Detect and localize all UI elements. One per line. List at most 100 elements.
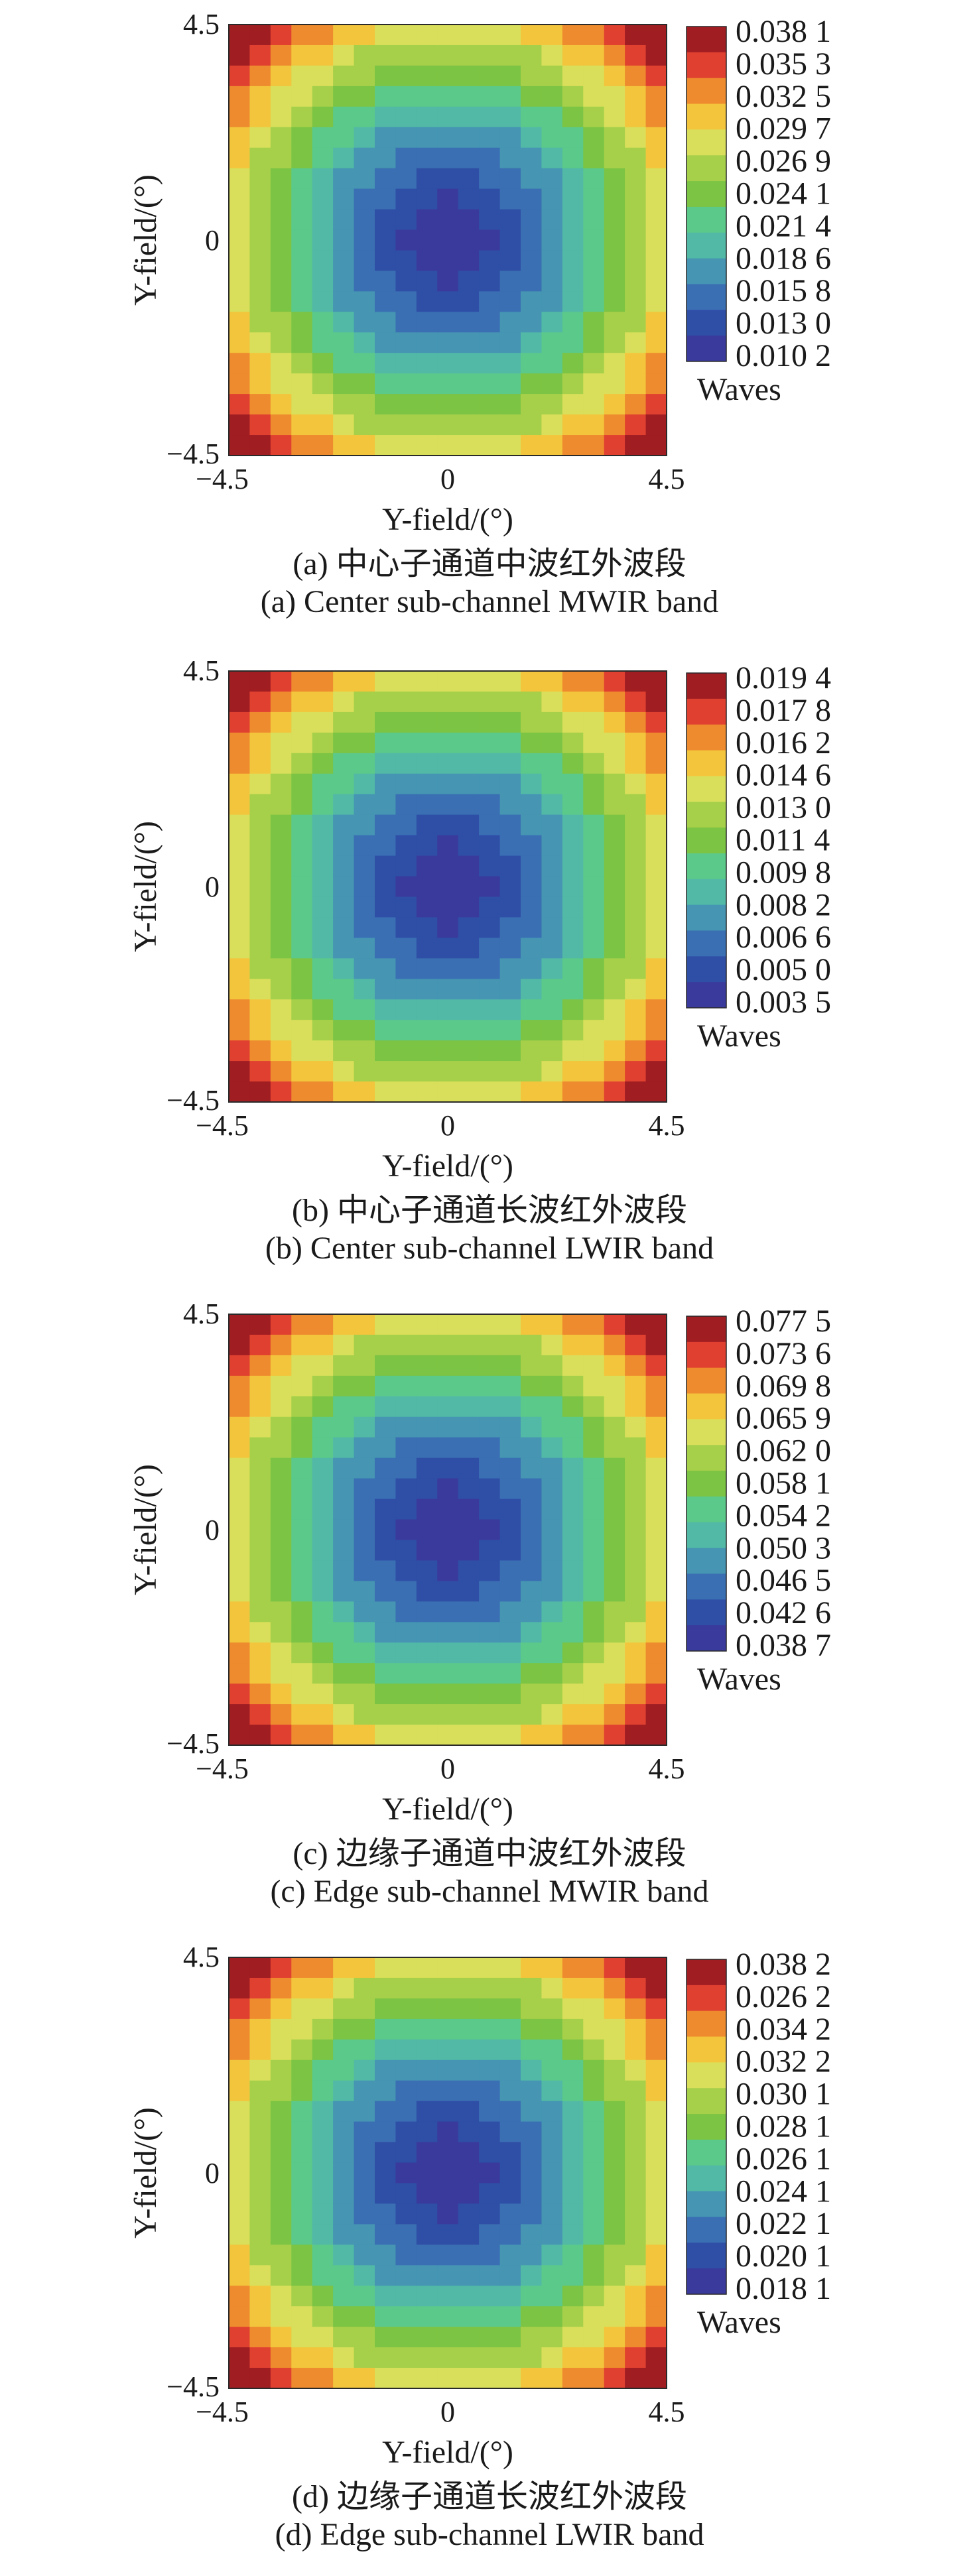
heatmap-cell bbox=[416, 271, 438, 292]
heatmap-cell bbox=[499, 65, 521, 87]
heatmap-cell bbox=[499, 938, 521, 959]
heatmap-cell bbox=[604, 2121, 625, 2143]
heatmap-cell bbox=[499, 2142, 521, 2164]
heatmap-cell bbox=[354, 1416, 375, 1438]
heatmap-cell bbox=[416, 671, 438, 692]
heatmap-cell bbox=[604, 1457, 625, 1479]
heatmap-cell bbox=[479, 271, 501, 292]
heatmap-cell bbox=[229, 1601, 251, 1623]
heatmap-cell bbox=[625, 1725, 647, 1746]
heatmap-cell bbox=[416, 938, 438, 959]
heatmap-cell bbox=[625, 1998, 647, 2020]
heatmap-cell bbox=[541, 2286, 563, 2307]
heatmap-cell bbox=[604, 25, 625, 46]
heatmap-cell bbox=[375, 2059, 397, 2081]
heatmap-cell bbox=[604, 1355, 625, 1377]
x-tick-mid: 0 bbox=[440, 1109, 455, 1142]
heatmap-cell bbox=[291, 1998, 313, 2020]
heatmap-cell bbox=[333, 1725, 355, 1746]
colorbar-swatch bbox=[686, 879, 726, 906]
heatmap-cell bbox=[395, 1396, 417, 1418]
heatmap-cell bbox=[333, 312, 355, 333]
heatmap-cell bbox=[521, 1314, 543, 1335]
heatmap-cell bbox=[291, 1622, 313, 1643]
heatmap-cell bbox=[604, 2183, 625, 2205]
heatmap-cell bbox=[229, 353, 251, 374]
heatmap-cell bbox=[479, 2183, 501, 2205]
heatmap-cell bbox=[458, 209, 480, 231]
heatmap-cell bbox=[479, 2203, 501, 2225]
heatmap-cell bbox=[312, 2018, 334, 2040]
heatmap-cell bbox=[249, 250, 271, 272]
heatmap-cell bbox=[604, 1663, 625, 1684]
heatmap-cell bbox=[583, 1998, 605, 2020]
heatmap-cell bbox=[229, 999, 251, 1020]
colorbar-label-3: 0.014 6 bbox=[736, 758, 831, 793]
heatmap-cell bbox=[625, 958, 647, 979]
heatmap-cell bbox=[562, 373, 584, 395]
heatmap-cell bbox=[604, 835, 625, 857]
heatmap-cell bbox=[562, 2101, 584, 2122]
heatmap-cell bbox=[541, 1540, 563, 1562]
colorbar-label-6: 0.054 2 bbox=[736, 1498, 831, 1533]
heatmap-cell bbox=[333, 1704, 355, 1725]
heatmap-cell bbox=[375, 127, 397, 149]
heatmap-cell bbox=[541, 2142, 563, 2164]
heatmap-cell bbox=[458, 1061, 480, 1082]
heatmap-cell bbox=[249, 1334, 271, 1356]
heatmap-cell bbox=[291, 65, 313, 87]
heatmap-cell bbox=[291, 1663, 313, 1684]
heatmap-cell bbox=[229, 2142, 251, 2164]
colorbar-label-5: 0.058 1 bbox=[736, 1466, 831, 1501]
heatmap-cell bbox=[437, 147, 459, 169]
heatmap-cell bbox=[416, 958, 438, 979]
heatmap-cell bbox=[479, 373, 501, 395]
heatmap-cell bbox=[395, 25, 417, 46]
heatmap-cell bbox=[249, 2203, 271, 2225]
heatmap-cell bbox=[270, 65, 292, 87]
heatmap-cell bbox=[645, 1663, 667, 1684]
heatmap-cell bbox=[249, 229, 271, 251]
heatmap-cell bbox=[375, 896, 397, 918]
heatmap-cell bbox=[562, 1396, 584, 1418]
heatmap-cell bbox=[229, 1396, 251, 1418]
heatmap-cell bbox=[437, 1020, 459, 1041]
heatmap-cell bbox=[416, 2142, 438, 2164]
heatmap-cell bbox=[249, 711, 271, 733]
heatmap-cell bbox=[291, 312, 313, 333]
heatmap-cell bbox=[312, 2121, 334, 2143]
heatmap-cell bbox=[416, 1478, 438, 1500]
heatmap-cell bbox=[499, 44, 521, 66]
heatmap-cell bbox=[458, 773, 480, 795]
heatmap-cell bbox=[312, 1457, 334, 1479]
heatmap-cell bbox=[479, 835, 501, 857]
heatmap-cell bbox=[270, 373, 292, 395]
heatmap-cell bbox=[458, 1375, 480, 1397]
heatmap-cell bbox=[645, 1355, 667, 1377]
heatmap-cell bbox=[583, 855, 605, 877]
heatmap-cell bbox=[458, 671, 480, 692]
heatmap-cell bbox=[521, 753, 543, 774]
heatmap-cell bbox=[562, 2059, 584, 2081]
heatmap-cell bbox=[354, 2265, 375, 2286]
heatmap-cell bbox=[416, 2121, 438, 2143]
heatmap-cell bbox=[625, 1081, 647, 1103]
heatmap-cell bbox=[249, 1416, 271, 1438]
heatmap-cell bbox=[291, 127, 313, 149]
heatmap-cell bbox=[499, 1622, 521, 1643]
heatmap-cell bbox=[375, 209, 397, 231]
heatmap-cell bbox=[229, 671, 251, 692]
heatmap-cell bbox=[333, 229, 355, 251]
heatmap-cell bbox=[333, 2265, 355, 2286]
heatmap-cell bbox=[354, 1314, 375, 1335]
heatmap-cell bbox=[604, 127, 625, 149]
heatmap-cell bbox=[333, 1663, 355, 1684]
heatmap-cell bbox=[499, 353, 521, 374]
heatmap-cell bbox=[416, 1663, 438, 1684]
heatmap-cell bbox=[229, 1704, 251, 1725]
heatmap-cell bbox=[249, 958, 271, 979]
heatmap-cell bbox=[562, 271, 584, 292]
heatmap-cell bbox=[583, 671, 605, 692]
heatmap-cell bbox=[229, 2121, 251, 2143]
heatmap-cell bbox=[541, 1040, 563, 1062]
